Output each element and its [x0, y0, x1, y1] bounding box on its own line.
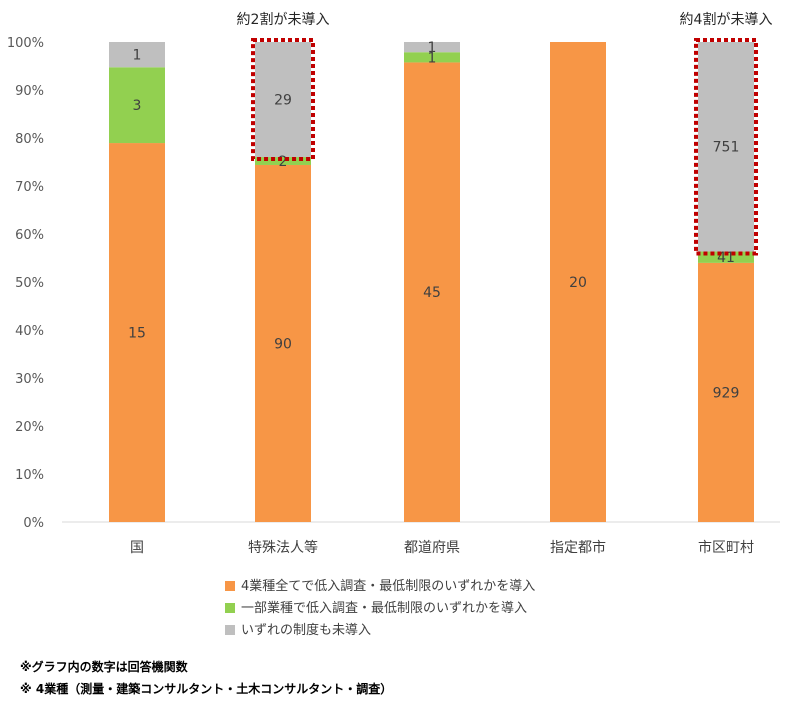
category-labels: 国 特殊法人等 都道府県 指定都市 市区町村 — [130, 539, 754, 556]
bar-segment — [698, 262, 754, 522]
data-label: 751 — [713, 140, 740, 156]
data-label: 1 — [133, 48, 142, 64]
bar-segment — [109, 42, 165, 68]
bar-segment — [404, 42, 460, 53]
highlight-box — [694, 38, 758, 256]
y-tick-label: 100% — [7, 36, 44, 51]
category-label: 国 — [130, 540, 144, 556]
bar-segment — [109, 67, 165, 144]
y-tick-label: 50% — [15, 276, 44, 291]
y-tick-label: 20% — [15, 420, 44, 435]
bar-segment — [698, 42, 754, 252]
annotation-text: 約4割が未導入 — [680, 11, 773, 28]
y-tick-label: 0% — [23, 516, 44, 531]
annotations: 約2割が未導入 約4割が未導入 — [237, 11, 773, 256]
legend-swatch — [225, 625, 235, 635]
category-label: 特殊法人等 — [248, 539, 318, 556]
legend: 4業種全てで低入調査・最低制限のいずれかを導入一部業種で低入調査・最低制限のいず… — [225, 578, 535, 638]
data-label: 3 — [133, 98, 142, 114]
bar-segment — [255, 164, 311, 522]
category-label: 市区町村 — [698, 539, 754, 556]
bar-segment — [255, 157, 311, 165]
data-label: 929 — [713, 385, 740, 401]
note-industries: ※ 4業種（測量・建築コンサルタント・土木コンサルタント・調査） — [20, 682, 393, 696]
y-tick-label: 70% — [15, 180, 44, 195]
annotation-text: 約2割が未導入 — [237, 11, 330, 28]
bar-segment — [109, 143, 165, 523]
data-label: 90 — [274, 336, 292, 352]
category-label: 都道府県 — [404, 540, 460, 556]
legend-swatch — [225, 603, 235, 613]
note-count: ※グラフ内の数字は回答機関数 — [20, 660, 188, 674]
category-label: 指定都市 — [550, 539, 606, 556]
bar-segment — [698, 251, 754, 263]
bar-segment — [404, 52, 460, 63]
bar-segment — [255, 42, 311, 158]
data-label: 1 — [428, 40, 437, 56]
highlight-box — [251, 38, 315, 162]
y-tick-label: 80% — [15, 132, 44, 147]
data-label: 2 — [279, 154, 288, 170]
legend-label: いずれの制度も未導入 — [241, 622, 371, 638]
data-label: 45 — [423, 285, 441, 301]
data-label: 29 — [274, 93, 292, 109]
y-tick-label: 90% — [15, 84, 44, 99]
legend-swatch — [225, 581, 235, 591]
y-tick-label: 40% — [15, 324, 44, 339]
data-label: 1 — [428, 50, 437, 66]
data-label: 15 — [128, 326, 146, 342]
legend-label: 一部業種で低入調査・最低制限のいずれかを導入 — [241, 600, 527, 616]
legend-label: 4業種全てで低入調査・最低制限のいずれかを導入 — [241, 578, 535, 594]
data-label: 20 — [569, 275, 587, 291]
y-axis: 0% 10% 20% 30% 40% 50% 60% 70% 80% 90% 100% — [7, 36, 780, 531]
bar-segment — [404, 62, 460, 522]
data-label: 41 — [717, 250, 735, 266]
y-tick-label: 10% — [15, 468, 44, 483]
y-tick-label: 60% — [15, 228, 44, 243]
bar-segment — [550, 42, 606, 522]
y-tick-label: 30% — [15, 372, 44, 387]
